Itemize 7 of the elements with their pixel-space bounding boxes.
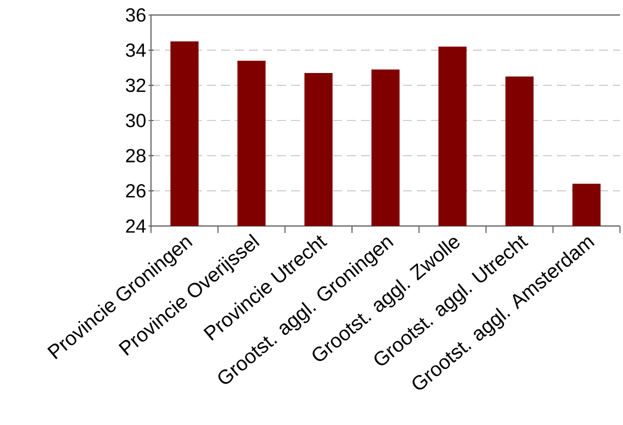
y-tick-label: 36 xyxy=(126,8,146,22)
y-tick-label: 30 xyxy=(126,114,146,128)
y-tick-label: 26 xyxy=(126,184,146,198)
y-tick-label: 34 xyxy=(126,43,146,57)
y-tick-label: 28 xyxy=(126,148,146,162)
y-tick-label: 32 xyxy=(126,78,146,92)
y-tick-label: 24 xyxy=(126,219,146,233)
